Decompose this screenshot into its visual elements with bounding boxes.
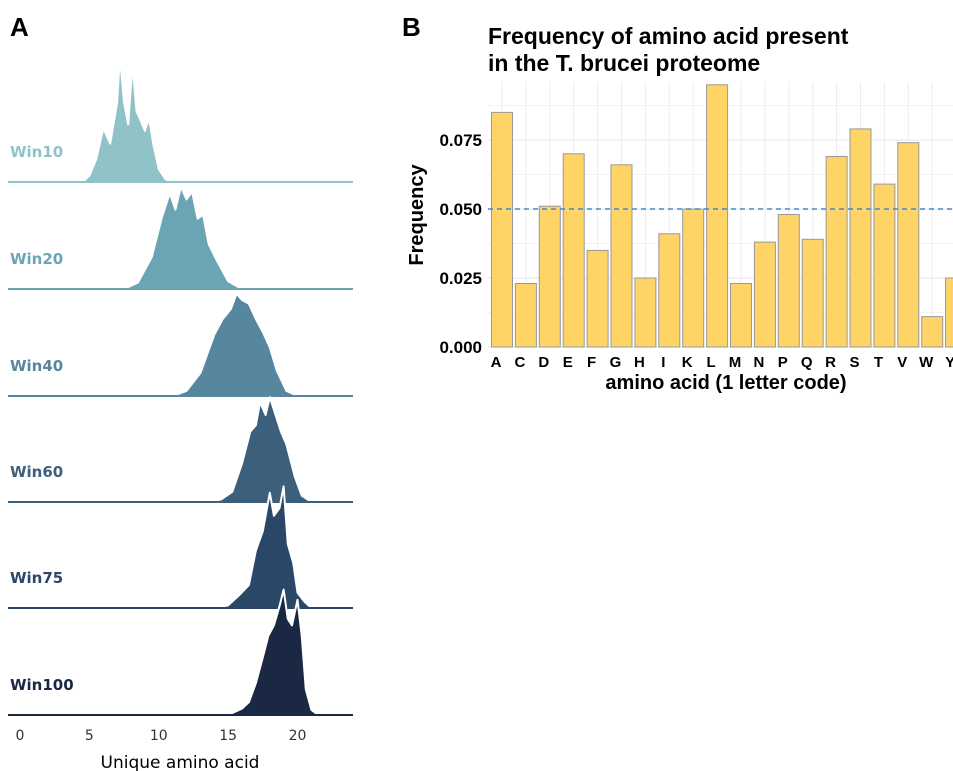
bar-E	[562, 153, 585, 348]
bar-x-tick-Y: Y	[945, 354, 953, 371]
bar-x-tick-H: H	[634, 354, 645, 371]
bar-y-tick-3: 0.075	[439, 131, 482, 150]
ridgeline-series-group: Win10 Win20 Win40 Win60 Win75 Win100	[8, 55, 353, 716]
bar-x-tick-C: C	[514, 354, 525, 371]
bar-chart-title-line-2: in the T. brucei proteome	[488, 50, 760, 76]
bar-T	[873, 183, 896, 348]
ridge-win20: Win20	[8, 185, 353, 290]
bar-x-tick-R: R	[825, 354, 836, 371]
bar-x-tick-M: M	[729, 354, 742, 371]
bar-x-tick-S: S	[849, 354, 859, 371]
ridge-win100: Win100	[8, 588, 353, 716]
ridgeline-x-ticks: 0 5 10 15 20	[16, 728, 307, 744]
ridgeline-x-axis-label: Unique amino acid	[101, 753, 260, 771]
ridge-x-tick-10: 10	[150, 728, 168, 744]
bar-x-tick-W: W	[919, 354, 934, 371]
bar-x-tick-L: L	[707, 354, 716, 371]
bar-W	[921, 316, 944, 348]
ridge-density-win100	[227, 588, 320, 716]
bar-y-tick-0: 0.000	[439, 338, 482, 357]
bar-y-tick-1: 0.025	[439, 269, 482, 288]
bar-x-tick-E: E	[563, 354, 573, 371]
ridge-density-win20	[123, 185, 243, 290]
bar-x-tick-V: V	[897, 354, 907, 371]
bar-R	[825, 156, 848, 348]
bar-chart-y-axis-label: Frequency	[406, 164, 428, 266]
bar-M	[730, 283, 752, 348]
ridge-density-win40	[171, 292, 299, 397]
bar-x-tick-D: D	[538, 354, 549, 371]
ridge-x-tick-15: 15	[219, 728, 237, 744]
bar-x-tick-I: I	[661, 354, 665, 371]
bar-x-tick-T: T	[874, 354, 883, 371]
bar-x-tick-F: F	[587, 354, 596, 371]
ridge-x-tick-5: 5	[85, 728, 94, 744]
ridge-x-tick-20: 20	[289, 728, 307, 744]
bar-Q	[801, 238, 824, 348]
bar-C	[514, 283, 537, 348]
bar-L	[706, 84, 729, 348]
ridge-label-win20: Win20	[10, 250, 63, 268]
ridge-density-win75	[213, 485, 313, 609]
bar-N	[753, 241, 776, 348]
bar-y-tick-2: 0.050	[439, 200, 482, 219]
bar-x-tick-A: A	[491, 354, 502, 371]
ridge-win75: Win75	[8, 485, 353, 609]
bar-V	[897, 142, 920, 348]
bar-x-tick-Q: Q	[801, 354, 813, 371]
ridge-density-win10	[81, 55, 174, 183]
ridge-label-win60: Win60	[10, 463, 63, 481]
bar-Y	[945, 277, 953, 348]
ridge-label-win100: Win100	[10, 676, 74, 694]
bar-chart-x-axis-label: amino acid (1 letter code)	[605, 372, 846, 394]
bar-chart-y-ticks: 0.000 0.025 0.050 0.075	[439, 131, 482, 357]
panel-b-letter: B	[402, 12, 421, 42]
bar-chart: Frequency of amino acid present in the T…	[406, 23, 953, 394]
bar-A	[491, 111, 513, 348]
bar-chart-title-line-1: Frequency of amino acid present	[488, 23, 849, 49]
bar-I	[658, 233, 681, 348]
bar-G	[610, 164, 633, 348]
bar-D	[538, 205, 561, 348]
bar-S	[849, 128, 872, 348]
ridge-win60: Win60	[8, 396, 353, 503]
ridgeline-plot: Win10 Win20 Win40 Win60 Win75 Win100 0 5 10 15 20…	[8, 55, 353, 771]
ridge-label-win10: Win10	[10, 143, 63, 161]
ridge-label-win75: Win75	[10, 569, 63, 587]
ridge-density-win60	[206, 396, 313, 503]
bar-H	[634, 277, 657, 348]
panel-a-letter: A	[10, 12, 29, 42]
ridge-x-tick-0: 0	[16, 728, 25, 744]
ridge-win40: Win40	[8, 292, 353, 397]
bar-x-tick-G: G	[610, 354, 622, 371]
bar-chart-bars	[491, 84, 953, 348]
bar-K	[682, 208, 705, 348]
ridge-win10: Win10	[8, 55, 353, 183]
bar-x-tick-N: N	[753, 354, 764, 371]
bar-x-tick-P: P	[778, 354, 788, 371]
bar-P	[777, 214, 800, 348]
bar-x-tick-K: K	[682, 354, 693, 371]
bar-F	[586, 249, 609, 348]
ridge-label-win40: Win40	[10, 357, 63, 375]
